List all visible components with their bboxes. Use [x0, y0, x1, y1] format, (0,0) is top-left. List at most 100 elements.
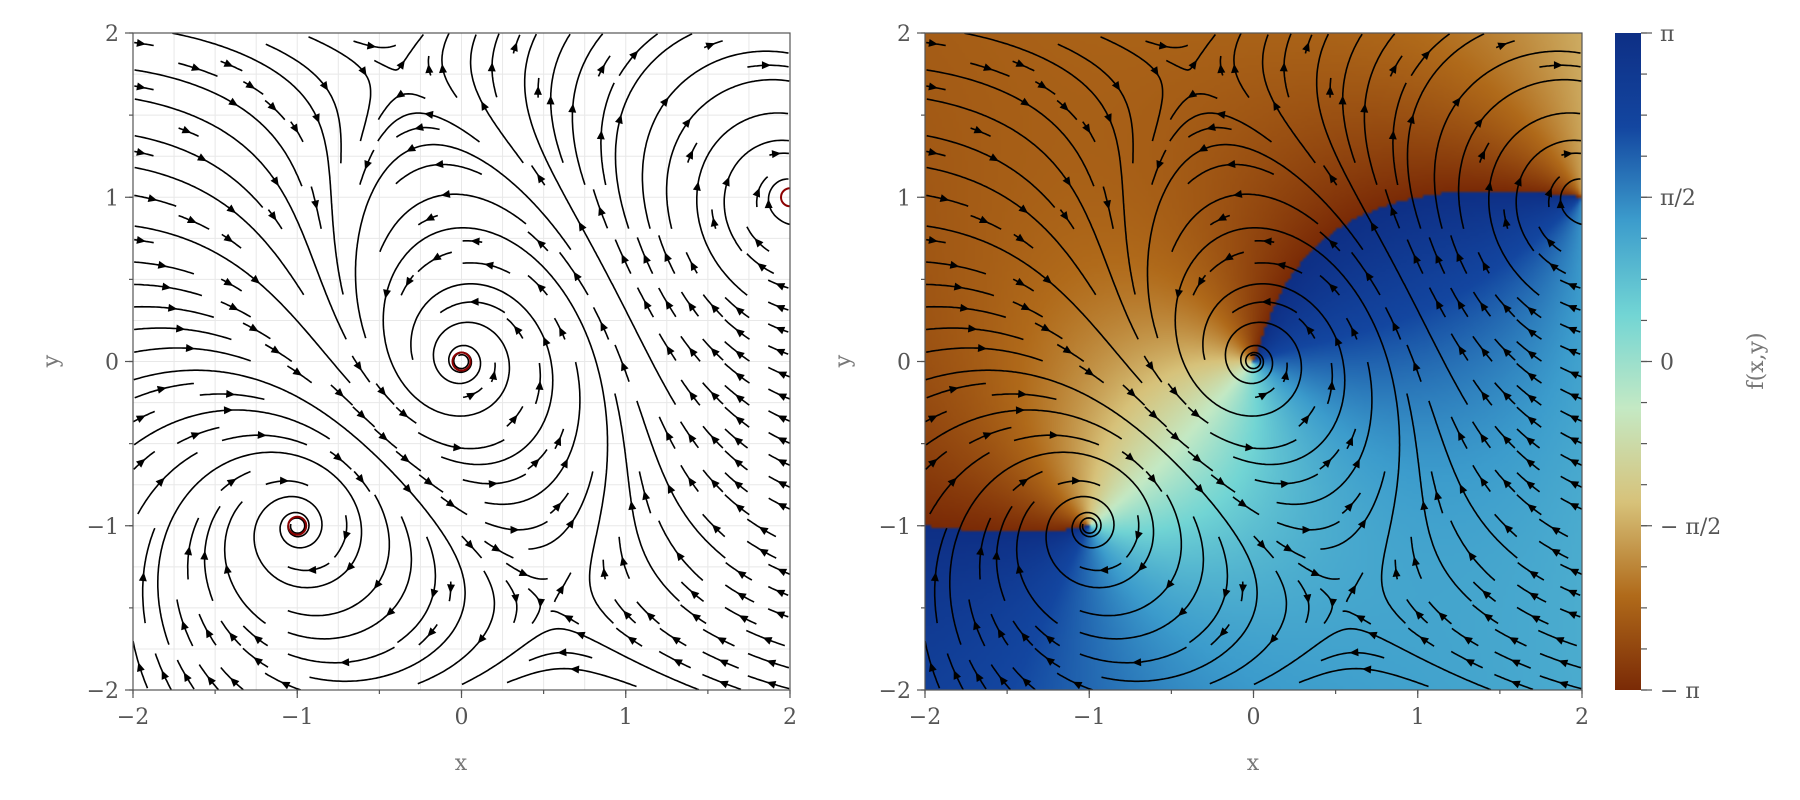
streamline-arrow [1549, 262, 1559, 272]
y-tick-label: −1 [87, 515, 119, 540]
streamline-arrow [777, 437, 788, 445]
streamline-arrow [1527, 350, 1537, 360]
streamline-arrow [1556, 199, 1565, 209]
streamline-arrow [736, 592, 747, 601]
streamline-arrow [1567, 589, 1578, 598]
streamline-arrow [989, 153, 999, 162]
streamline-arrow [1388, 130, 1397, 140]
streamline-arrow [1392, 567, 1401, 577]
streamline-arrow [225, 389, 236, 398]
streamline-arrow [226, 204, 236, 214]
streamline-arrow [1082, 123, 1091, 134]
streamline-arrow [1150, 66, 1159, 76]
streamline-arrow [976, 546, 985, 556]
streamline-arrow [1262, 237, 1272, 246]
streamline-arrow [181, 125, 192, 134]
streamline-arrow [733, 480, 744, 490]
streamline-arrow [766, 680, 777, 689]
streamline-arrow [1502, 347, 1512, 357]
streamline-arrow [967, 324, 978, 333]
streamline-arrow [1217, 213, 1227, 221]
streamline-arrow [312, 113, 320, 124]
streamline-arrow [1508, 637, 1519, 645]
streamline-arrow [1329, 598, 1338, 608]
streamline-arrow [1059, 101, 1069, 112]
streamline-arrow [319, 80, 329, 91]
streamline-arrow [666, 345, 675, 356]
streamline-arrow [1458, 431, 1466, 441]
streamline-arrow [434, 160, 444, 168]
streamline-arrow [292, 367, 303, 376]
streamline-arrow [563, 615, 574, 623]
streamline-arrow [1305, 325, 1315, 336]
streamline-arrow [1435, 253, 1443, 264]
colorbar-gradient [1615, 33, 1641, 690]
streamline-arrow [716, 637, 727, 645]
streamline-arrow [1527, 416, 1537, 426]
streamline-arrow [536, 283, 546, 293]
streamline-arrow [1468, 551, 1477, 562]
streamline-arrow [642, 490, 651, 501]
streamline-arrow [718, 680, 729, 689]
streamline-arrow [666, 431, 674, 441]
streamline-arrow [1502, 303, 1512, 314]
streamline-arrow [1302, 42, 1310, 52]
streamline-arrow [1049, 430, 1059, 439]
streamline-arrow [340, 658, 350, 667]
y-tick-label: 2 [105, 22, 119, 47]
streamline-arrow [710, 217, 719, 227]
streamline-arrow [953, 282, 964, 291]
streamline-arrow [136, 38, 146, 47]
streamline-arrow [1480, 477, 1489, 487]
streamline-arrow [1338, 95, 1347, 105]
streamline-arrow [138, 572, 147, 582]
streamline-arrow [928, 82, 938, 91]
streamline-arrow [1502, 217, 1511, 227]
streamline-arrow [1456, 252, 1464, 262]
streamline-arrow [1138, 561, 1148, 572]
streamline-arrow [771, 150, 782, 159]
streamline-arrow [1015, 59, 1026, 67]
streamline-arrow [600, 321, 608, 332]
streamline-arrow [568, 103, 577, 113]
streamline-arrow [228, 302, 239, 311]
streamline-arrow [757, 262, 767, 272]
streamline-arrow [1525, 458, 1536, 468]
streamline-arrow [1527, 394, 1537, 404]
streamline-arrow [268, 211, 277, 221]
streamline-arrow [689, 347, 698, 358]
streamline-arrow [557, 648, 567, 657]
streamline-arrow [270, 176, 279, 187]
streamline-arrow [1435, 299, 1444, 310]
streamline-arrow [1037, 80, 1048, 89]
streamline-arrow [1554, 637, 1565, 645]
streamline-arrow [1510, 659, 1521, 667]
streamline-arrow [1062, 176, 1071, 187]
streamline-arrow [777, 393, 788, 401]
streamline-arrow [546, 95, 555, 105]
streamline-arrow [1481, 590, 1492, 600]
streamline-arrow [1569, 568, 1580, 577]
colorbar-ticks: − π − π/2 0 π/2 π [1641, 22, 1721, 704]
streamline-arrow [949, 260, 960, 269]
streamline-arrow [1553, 61, 1563, 70]
streamline-arrow [1021, 632, 1030, 642]
streamline-arrow [430, 588, 439, 599]
streamline-arrow [1438, 611, 1448, 622]
streamline-arrow [1463, 636, 1473, 645]
streamline-arrow [1567, 348, 1578, 357]
streamline-arrow [973, 125, 984, 134]
streamline-arrow [928, 147, 938, 156]
streamline-arrow [181, 620, 189, 631]
streamline-arrow [377, 386, 387, 396]
streamline-arrow [190, 432, 201, 440]
streamline-arrow [1042, 274, 1052, 284]
streamline-arrow [775, 611, 786, 619]
colorbar-tick-label: π [1660, 22, 1674, 47]
streamline-arrow [621, 361, 629, 372]
streamline-arrow [977, 344, 988, 353]
streamline-arrow [673, 659, 683, 667]
streamline-arrow [688, 433, 697, 443]
streamline-arrow [1503, 524, 1514, 534]
